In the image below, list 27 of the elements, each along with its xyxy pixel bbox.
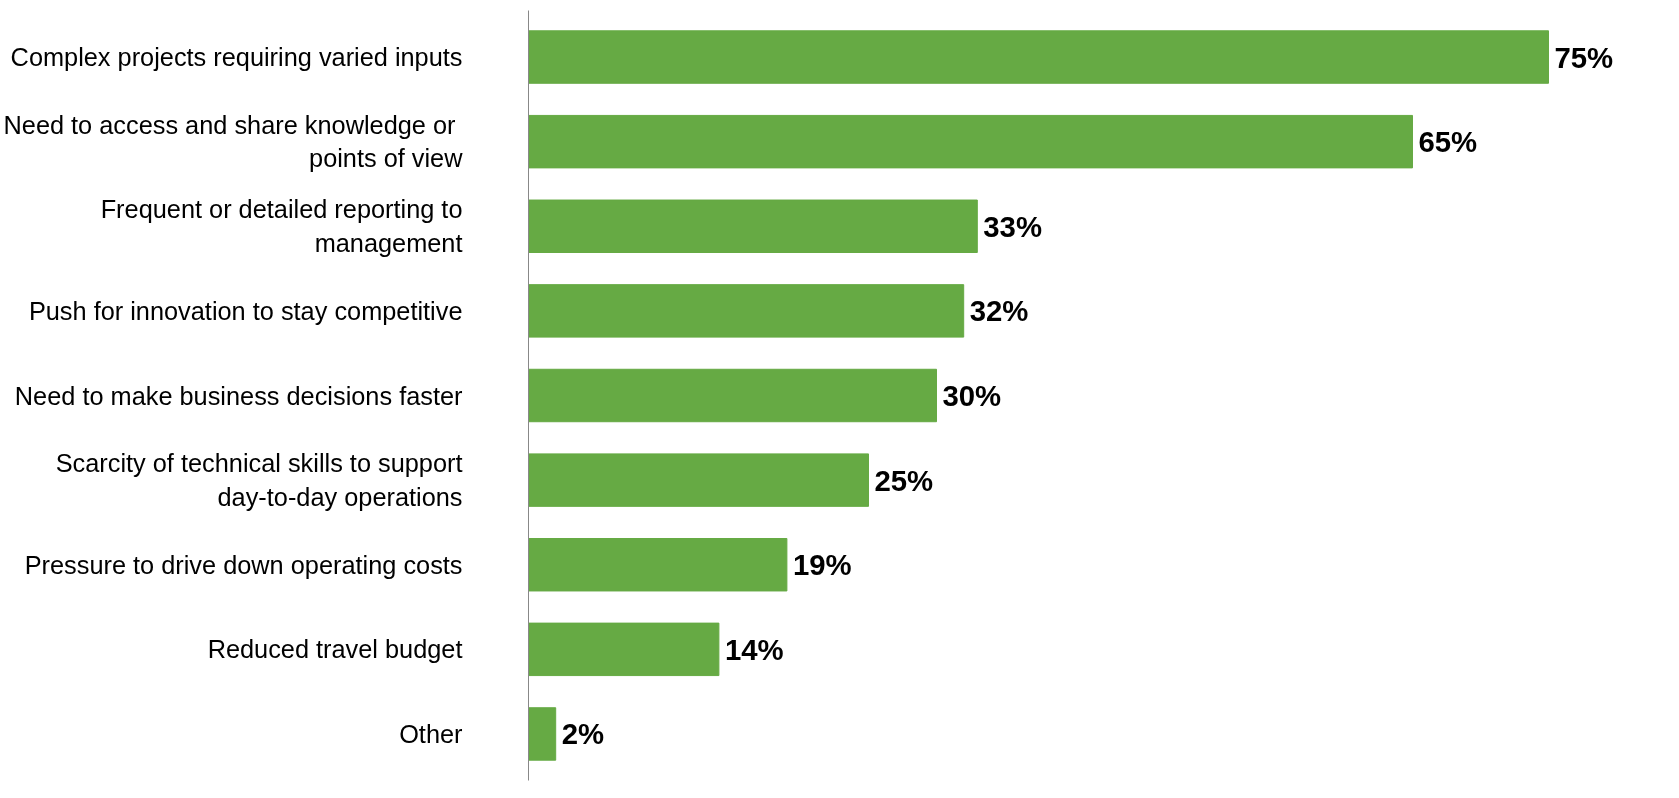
y-tick-label: Need to access and share knowledge or points of view — [3, 110, 464, 173]
bar — [528, 114, 1413, 169]
data-label: 2% — [561, 717, 605, 751]
y-tick-label: Need to make business decisions faster — [14, 381, 464, 410]
bar — [528, 368, 937, 423]
y-tick-label: Push for innovation to stay competitive — [28, 296, 463, 325]
bar — [528, 453, 869, 507]
y-tick-label: Reduced travel budget — [207, 635, 463, 664]
bar — [528, 284, 965, 338]
y-tick-label: Frequent or detailed reporting to management — [100, 195, 463, 258]
y-tick-label: Pressure to drive down operating costs — [24, 550, 463, 579]
bar — [528, 199, 978, 253]
bar — [528, 538, 788, 592]
data-label: 33% — [983, 209, 1042, 243]
data-label: 32% — [969, 294, 1029, 328]
data-label: 25% — [874, 463, 934, 497]
data-label: 65% — [1418, 125, 1478, 159]
bar — [528, 622, 720, 677]
data-label: 75% — [1554, 40, 1614, 74]
y-tick-label: Complex projects requiring varied inputs — [10, 43, 463, 72]
data-label: 30% — [942, 379, 1002, 412]
bar — [528, 707, 557, 761]
data-label: 19% — [792, 548, 852, 582]
y-tick-label: Scarcity of technical skills to support day-to-day operations — [55, 449, 463, 511]
y-tick-label: Other — [399, 719, 464, 748]
bar — [528, 30, 1549, 84]
data-label: 14% — [724, 632, 784, 666]
